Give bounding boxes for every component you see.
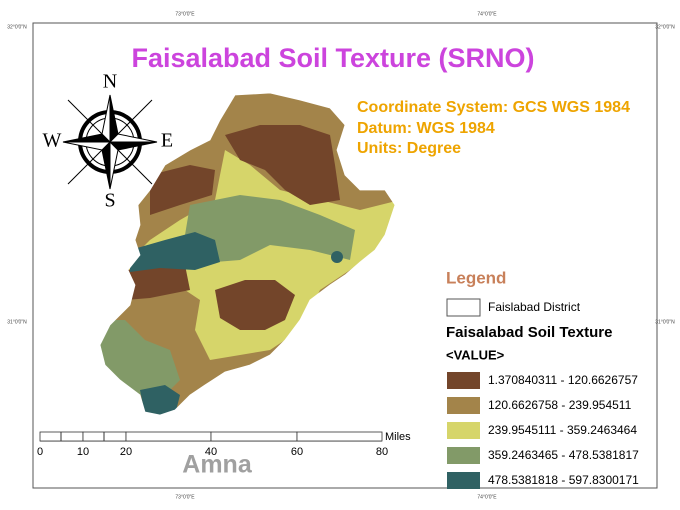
- legend-label: 359.2463465 - 478.5381817: [488, 448, 639, 462]
- graticule-label: 31°0'0"N: [7, 319, 27, 325]
- graticule-label: 73°0'0"E: [175, 11, 195, 17]
- scale-label: 10: [77, 446, 89, 458]
- compass-label: E: [161, 130, 173, 152]
- legend-layer: Faisalabad Soil Texture: [446, 324, 612, 341]
- compass-label: N: [103, 71, 117, 93]
- soil-zone: [225, 125, 340, 205]
- graticule-label: 73°0'0"E: [175, 494, 195, 500]
- north-arrow: [62, 94, 158, 190]
- legend-swatch: [446, 298, 481, 317]
- graticule-label: 31°0'0"N: [655, 319, 675, 325]
- scale-label: 80: [376, 446, 388, 458]
- scale-label: 0: [37, 446, 43, 458]
- graticule-label: 32°0'0"N: [655, 24, 675, 30]
- legend-swatch: [447, 422, 480, 439]
- soil-zone: [150, 165, 215, 215]
- graticule-label: 74°0'0"E: [477, 11, 497, 17]
- scale-segment: [296, 431, 383, 442]
- scale-unit: Miles: [385, 431, 411, 443]
- scale-label: 60: [291, 446, 303, 458]
- soil-zone: [125, 265, 190, 300]
- legend-swatch: [447, 472, 480, 489]
- legend-title: Legend: [446, 268, 506, 287]
- scale-label: 40: [205, 446, 217, 458]
- info-line: Coordinate System: GCS WGS 1984: [357, 99, 630, 116]
- legend-label: 239.9545111 - 359.2463464: [488, 423, 637, 437]
- soil-zone: [185, 195, 355, 262]
- legend-swatch: [447, 447, 480, 464]
- soil-zone: [215, 280, 295, 330]
- soil-zone: [130, 232, 220, 272]
- legend-label: 1.370840311 - 120.6626757: [488, 373, 638, 387]
- compass-label: S: [104, 190, 115, 212]
- graticule-label: 74°0'0"E: [477, 494, 497, 500]
- author: Amna: [182, 451, 253, 479]
- legend-swatch: [447, 372, 480, 389]
- scale-label: 20: [120, 446, 132, 458]
- soil-zone: [331, 251, 343, 263]
- legend-swatch: [447, 397, 480, 414]
- legend-label: Faislabad District: [488, 300, 581, 314]
- legend-label: 120.6626758 - 239.954511: [488, 398, 632, 412]
- info-line: Datum: WGS 1984: [357, 120, 495, 137]
- graticule-label: 32°0'0"N: [7, 24, 27, 30]
- map-title: Faisalabad Soil Texture (SRNO): [131, 43, 534, 73]
- scale-segment: [125, 431, 212, 442]
- legend-label: 478.5381818 - 597.8300171: [488, 473, 639, 487]
- compass-label: W: [43, 130, 62, 152]
- legend-classes: 1.370840311 - 120.6626757 120.6626758 - 2…: [447, 372, 639, 489]
- info-line: Units: Degree: [357, 140, 461, 157]
- scale-bar: 0 10 20 40 60 80 Miles: [37, 431, 411, 458]
- legend-field: <VALUE>: [446, 347, 505, 362]
- soil-zone: [140, 385, 180, 415]
- scale-segment: [210, 431, 298, 442]
